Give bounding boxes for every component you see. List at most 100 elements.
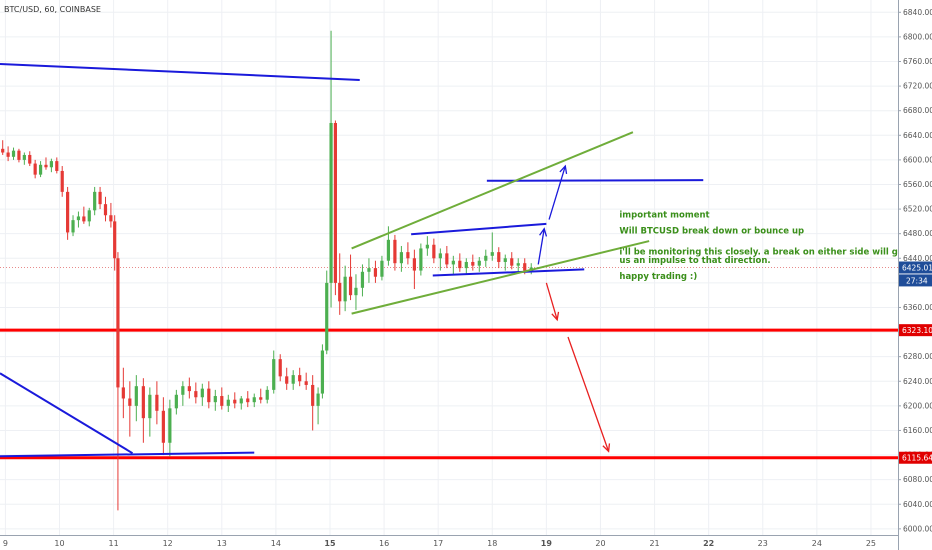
candle-body [6, 152, 10, 157]
candle-body [320, 350, 325, 394]
time-tick-label: 15 [324, 539, 336, 548]
time-tick-label: 24 [812, 539, 822, 548]
candle-body [239, 398, 243, 404]
candle-body [252, 397, 256, 403]
price-tick-label: 6560.00 [903, 180, 932, 189]
candle-body [93, 191, 97, 211]
candle-body [343, 276, 347, 302]
candle-body [128, 398, 132, 406]
candle-body [354, 287, 358, 296]
arrow-head [602, 443, 611, 453]
price-tick-label: 6760.00 [903, 57, 932, 66]
arrow-shaft [548, 165, 566, 220]
annotation-text: us an impulse to that direction. [619, 256, 770, 266]
arrow-shaft [567, 336, 610, 452]
candle-body [360, 271, 365, 288]
price-badge-label: 6115.64 [902, 454, 932, 463]
candle-body [311, 384, 315, 406]
candle-body [406, 252, 410, 259]
candle-body [168, 408, 172, 443]
price-tick-label: 6200.00 [903, 401, 932, 410]
price-tick-label: 6160.00 [903, 426, 932, 435]
arrow-head [559, 164, 568, 175]
candle-body [121, 387, 125, 399]
price-tick-label: 6680.00 [903, 106, 932, 115]
candle-body [246, 398, 250, 403]
arrow-shaft [545, 282, 558, 320]
candle-body [464, 261, 468, 269]
annotation-text: important moment [619, 211, 709, 221]
time-tick-label: 11 [109, 539, 119, 548]
candle-body [213, 396, 217, 403]
candle-body [432, 244, 436, 259]
candle-body [348, 276, 353, 296]
candle-body [471, 261, 475, 266]
candle-body [55, 161, 59, 171]
price-tick-label: 6080.00 [903, 475, 932, 484]
price-tick-label: 6240.00 [903, 377, 932, 386]
countdown-badge-label: 27:34 [906, 276, 928, 285]
candle-body [510, 258, 514, 266]
trend-line [0, 62, 360, 81]
candle-body [451, 260, 455, 265]
candle-body [338, 282, 342, 302]
arrow-head [539, 227, 548, 237]
candle-body [17, 150, 21, 160]
time-tick-label: 18 [487, 539, 497, 548]
time-tick-label: 13 [217, 539, 227, 548]
candle-body [272, 359, 276, 390]
candle-body [226, 399, 230, 406]
chart-title: BTC/USD, 60, COINBASE [4, 5, 101, 14]
arrow-head [551, 311, 560, 322]
candle-body [316, 393, 320, 406]
candle-body [484, 255, 488, 261]
candle-body [298, 375, 302, 382]
price-tick-label: 6840.00 [903, 8, 932, 17]
time-axis[interactable]: 9 10 11 12 13 14 15 16 17 18 19 20 21 22 23 24 25 [0, 535, 898, 549]
candle-body [155, 394, 159, 411]
candle-body [1, 148, 5, 153]
trend-line [351, 131, 634, 250]
time-tick-label: 17 [433, 539, 443, 548]
candle-body [44, 164, 48, 168]
candle-body [425, 244, 429, 249]
trend-line [0, 451, 255, 458]
candle-body [291, 375, 295, 384]
candle-body [161, 410, 165, 443]
time-tick-label: 20 [595, 539, 605, 548]
arrow-shaft [537, 228, 545, 265]
candle-body [109, 215, 113, 222]
candle-body [49, 161, 53, 168]
candle-body [497, 252, 501, 262]
candle-body [516, 263, 520, 266]
candle-body [386, 239, 391, 261]
candle-body [325, 282, 329, 351]
candle-body [33, 163, 37, 175]
annotations: important moment Will BTCUSD break down o… [619, 211, 912, 282]
time-tick-label: 21 [649, 539, 659, 548]
candle-body [265, 389, 269, 400]
time-tick-label: 22 [703, 539, 714, 548]
candle-body [181, 386, 185, 395]
candle-body [200, 388, 204, 398]
price-tick-label: 6600.00 [903, 155, 932, 164]
candle-body [194, 391, 198, 398]
trend-line [432, 268, 585, 277]
candle-body [220, 396, 224, 406]
price-axis[interactable]: 6840.00 6800.00 6760.00 6720.00 6680.00 6640.… [898, 0, 932, 550]
candle-body [174, 394, 178, 409]
price-badge [899, 324, 932, 337]
candle-body [367, 268, 371, 272]
candle-body [278, 359, 282, 377]
candle-body [141, 386, 145, 419]
candle-body [71, 220, 75, 233]
time-tick-label: 12 [163, 539, 173, 548]
candle-body [103, 204, 108, 216]
candle-body [148, 394, 152, 419]
arrows [537, 164, 611, 453]
trend-line [351, 240, 650, 315]
price-tick-label: 6520.00 [903, 205, 932, 214]
chart-grid [0, 0, 898, 535]
candle-body [380, 260, 384, 277]
time-tick-label: 16 [379, 539, 389, 548]
